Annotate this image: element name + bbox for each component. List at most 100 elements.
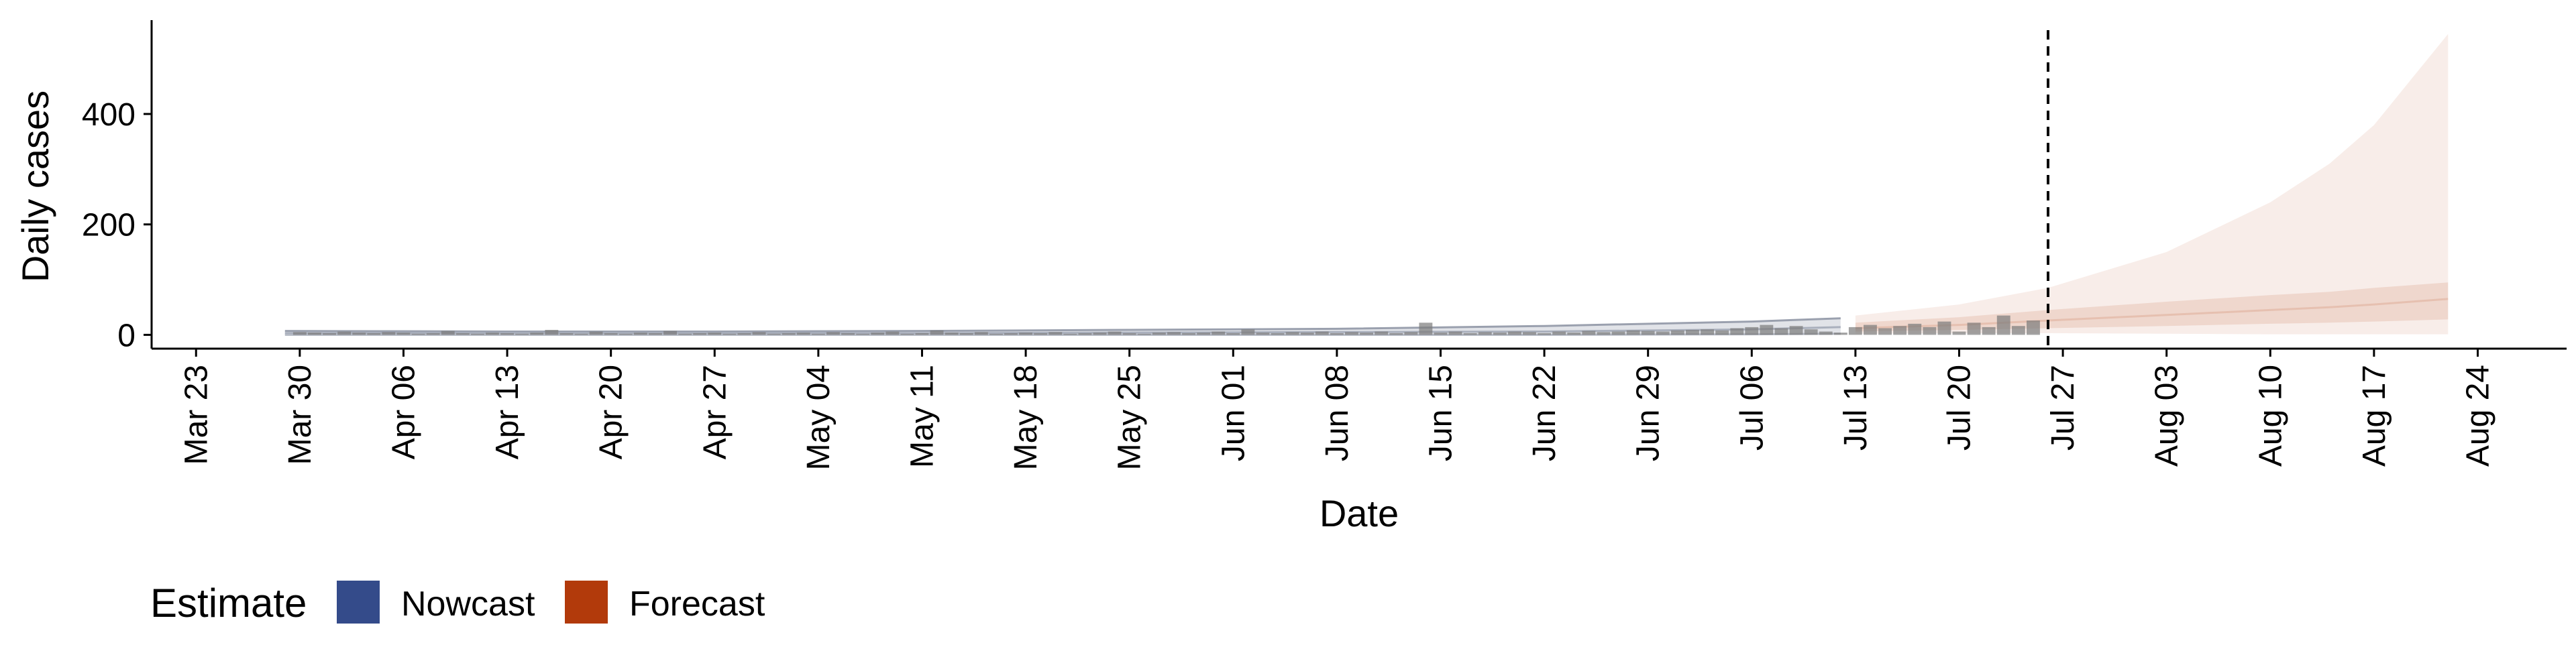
- observed-case-bar: [663, 331, 677, 335]
- observed-case-bar: [722, 333, 737, 335]
- observed-case-bar: [574, 333, 588, 335]
- observed-case-bar: [678, 333, 692, 335]
- observed-case-bar: [782, 333, 796, 335]
- observed-case-bar: [2011, 326, 2025, 335]
- observed-case-bar: [826, 332, 840, 335]
- observed-case-bar: [308, 333, 321, 335]
- observed-case-bar: [856, 333, 870, 335]
- observed-case-bar: [1626, 330, 1640, 335]
- observed-case-bar: [1582, 331, 1596, 335]
- nowcast-band: [284, 318, 1841, 335]
- observed-case-bar: [441, 331, 455, 335]
- x-tick-label: Jul 13: [1838, 365, 1874, 451]
- forecast-outer-band: [1855, 34, 2449, 335]
- x-tick-label: May 25: [1112, 365, 1148, 470]
- observed-case-bar: [396, 333, 411, 335]
- observed-case-bar: [1182, 333, 1195, 335]
- observed-case-bar: [974, 332, 988, 335]
- x-tick-label: Jun 22: [1527, 365, 1562, 461]
- observed-case-bar: [1730, 328, 1744, 335]
- observed-case-bar: [841, 333, 855, 335]
- observed-case-bar: [1463, 333, 1477, 335]
- observed-case-bar: [1271, 333, 1285, 335]
- observed-case-bar: [1686, 330, 1699, 335]
- axes-layer: 0 200 400 Mar 23 Mar 30 Apr 06 Apr 13 Apr 20 Apr…: [82, 20, 2567, 470]
- x-tick-label: Aug 24: [2460, 365, 2496, 467]
- observed-case-bar: [752, 332, 766, 335]
- observed-case-bar: [471, 333, 484, 335]
- observed-case-bar: [930, 330, 944, 335]
- x-tick-label: Jun 01: [1216, 365, 1251, 461]
- observed-case-bar: [1375, 331, 1389, 335]
- observed-case-bar: [1122, 333, 1136, 335]
- observed-case-bar: [1315, 331, 1329, 335]
- observed-case-bar: [1967, 322, 1981, 335]
- observed-case-bar: [1701, 329, 1714, 335]
- x-tick-label: Aug 17: [2357, 365, 2392, 467]
- observed-case-bar: [1774, 328, 1788, 335]
- observed-case-bar: [1523, 332, 1536, 335]
- observed-case-bar: [1448, 331, 1462, 335]
- observed-case-bar: [915, 333, 929, 335]
- observed-case-bar: [1670, 330, 1684, 335]
- y-axis-title: Daily cases: [14, 91, 56, 282]
- observed-case-bar: [811, 333, 825, 335]
- observed-case-bar: [1300, 333, 1314, 335]
- x-tick-label: Jul 20: [1941, 365, 1977, 451]
- observed-case-bar: [486, 333, 499, 335]
- observed-case-bar: [1804, 329, 1818, 335]
- x-tick-label: Apr 27: [697, 365, 733, 459]
- observed-case-bar: [1078, 333, 1092, 335]
- observed-case-bar: [1937, 321, 1951, 335]
- x-tick-label: Jul 27: [2045, 365, 2081, 451]
- observed-case-bar: [1893, 326, 1907, 335]
- observed-case-bar: [1833, 333, 1847, 335]
- observed-case-bar: [1241, 329, 1255, 335]
- observed-case-bar: [411, 333, 425, 335]
- observed-case-bar: [885, 331, 900, 335]
- observed-case-bar: [1019, 333, 1032, 335]
- observed-case-bar: [367, 333, 381, 335]
- nowcast-upper-line: [284, 317, 1841, 333]
- x-tick-label: Jun 08: [1320, 365, 1355, 461]
- observed-case-bar: [545, 330, 559, 335]
- observed-case-bar: [649, 333, 662, 335]
- observed-case-bar: [1996, 315, 2010, 335]
- observed-case-bar: [1760, 325, 1774, 335]
- observed-case-bar: [1952, 331, 1966, 335]
- observed-case-bar: [1611, 331, 1625, 335]
- observed-case-bar: [292, 332, 307, 335]
- observed-case-bar: [1848, 327, 1862, 335]
- observed-case-bar: [1434, 333, 1448, 335]
- observed-case-bar: [1093, 333, 1107, 335]
- observed-case-bar: [1152, 333, 1166, 335]
- observed-case-bar: [1360, 333, 1373, 335]
- x-tick-label: Mar 23: [178, 365, 214, 465]
- x-tick-label: May 04: [801, 365, 837, 470]
- x-tick-label: Apr 13: [490, 365, 525, 459]
- observed-case-bar: [1004, 333, 1018, 335]
- observed-case-bar: [1063, 333, 1077, 335]
- observed-case-bar: [323, 333, 336, 335]
- observed-case-bar: [1864, 325, 1877, 335]
- observed-case-bar: [708, 333, 722, 335]
- observed-case-bar: [1508, 331, 1521, 335]
- x-tick-label: Aug 03: [2149, 365, 2185, 467]
- observed-case-bar: [1404, 332, 1418, 335]
- observed-case-bar: [1034, 333, 1048, 335]
- observed-case-bar: [1715, 330, 1729, 335]
- observed-case-bar: [500, 333, 514, 335]
- observed-case-bar: [1419, 322, 1433, 335]
- observed-case-bar: [455, 333, 470, 335]
- observed-case-bar: [1789, 326, 1803, 335]
- observed-case-bar: [1656, 331, 1670, 335]
- observed-case-bar: [1212, 331, 1226, 335]
- y-tick-label: 400: [82, 97, 136, 133]
- y-tick-label: 200: [82, 208, 136, 243]
- observed-case-bar: [900, 333, 914, 335]
- observed-case-bar: [1597, 332, 1611, 335]
- x-tick-label: Apr 20: [594, 365, 629, 459]
- observed-case-bar: [959, 333, 973, 335]
